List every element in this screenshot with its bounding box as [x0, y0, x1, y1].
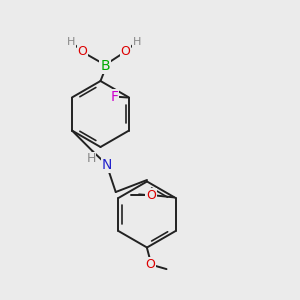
Text: B: B	[100, 59, 110, 73]
Text: O: O	[121, 45, 130, 58]
Text: N: N	[101, 158, 112, 172]
Text: O: O	[78, 45, 87, 58]
Text: H: H	[133, 37, 141, 47]
Text: H: H	[67, 37, 75, 47]
Text: O: O	[145, 257, 155, 271]
Text: O: O	[145, 188, 155, 202]
Text: O: O	[147, 189, 157, 202]
Text: H: H	[86, 152, 96, 165]
Text: F: F	[111, 90, 119, 104]
